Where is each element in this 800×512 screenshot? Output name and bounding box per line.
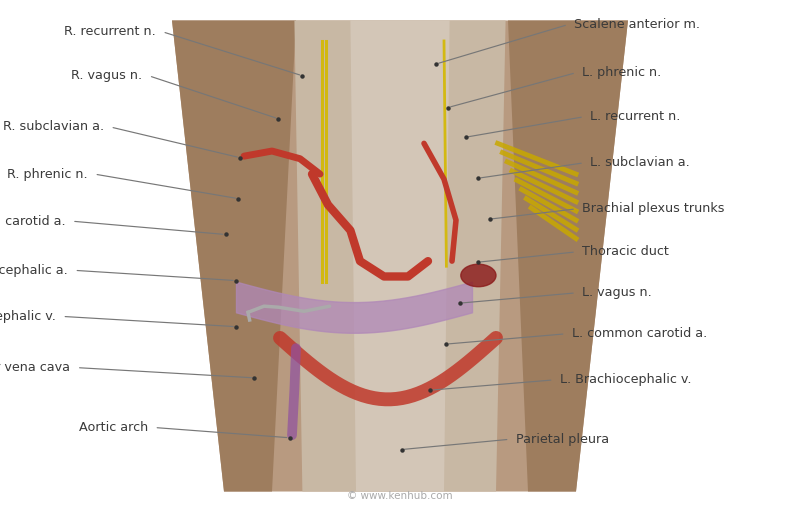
Text: R. Common carotid a.: R. Common carotid a. — [0, 215, 66, 228]
Polygon shape — [172, 20, 628, 492]
Text: L. Brachiocephalic v.: L. Brachiocephalic v. — [560, 373, 691, 387]
Text: R. vagus n.: R. vagus n. — [71, 69, 142, 82]
Circle shape — [461, 264, 496, 287]
Polygon shape — [508, 20, 628, 492]
Polygon shape — [350, 20, 450, 492]
Text: Thoracic duct: Thoracic duct — [582, 245, 670, 259]
Text: Aortic arch: Aortic arch — [78, 421, 148, 434]
Text: Parietal pleura: Parietal pleura — [516, 433, 609, 446]
Text: Scalene anterior m.: Scalene anterior m. — [574, 18, 701, 31]
Text: R. subclavian a.: R. subclavian a. — [3, 120, 104, 134]
Text: © www.kenhub.com: © www.kenhub.com — [347, 490, 453, 501]
Text: L. recurrent n.: L. recurrent n. — [590, 110, 681, 123]
Polygon shape — [172, 20, 296, 492]
Text: L. common carotid a.: L. common carotid a. — [572, 327, 707, 340]
Text: R. recurrent n.: R. recurrent n. — [64, 25, 156, 38]
Text: L. subclavian a.: L. subclavian a. — [590, 156, 690, 169]
Text: R. phrenic n.: R. phrenic n. — [7, 167, 88, 181]
Text: Superior vena cava: Superior vena cava — [0, 361, 70, 374]
Text: L. phrenic n.: L. phrenic n. — [582, 66, 662, 79]
Text: Brachiocephalic a.: Brachiocephalic a. — [0, 264, 68, 277]
Text: KEN
HUB: KEN HUB — [697, 431, 739, 473]
Text: L. vagus n.: L. vagus n. — [582, 286, 652, 300]
Text: R. Brachiocephalic v.: R. Brachiocephalic v. — [0, 310, 56, 323]
Text: Brachial plexus trunks: Brachial plexus trunks — [582, 202, 725, 216]
Polygon shape — [294, 20, 506, 492]
